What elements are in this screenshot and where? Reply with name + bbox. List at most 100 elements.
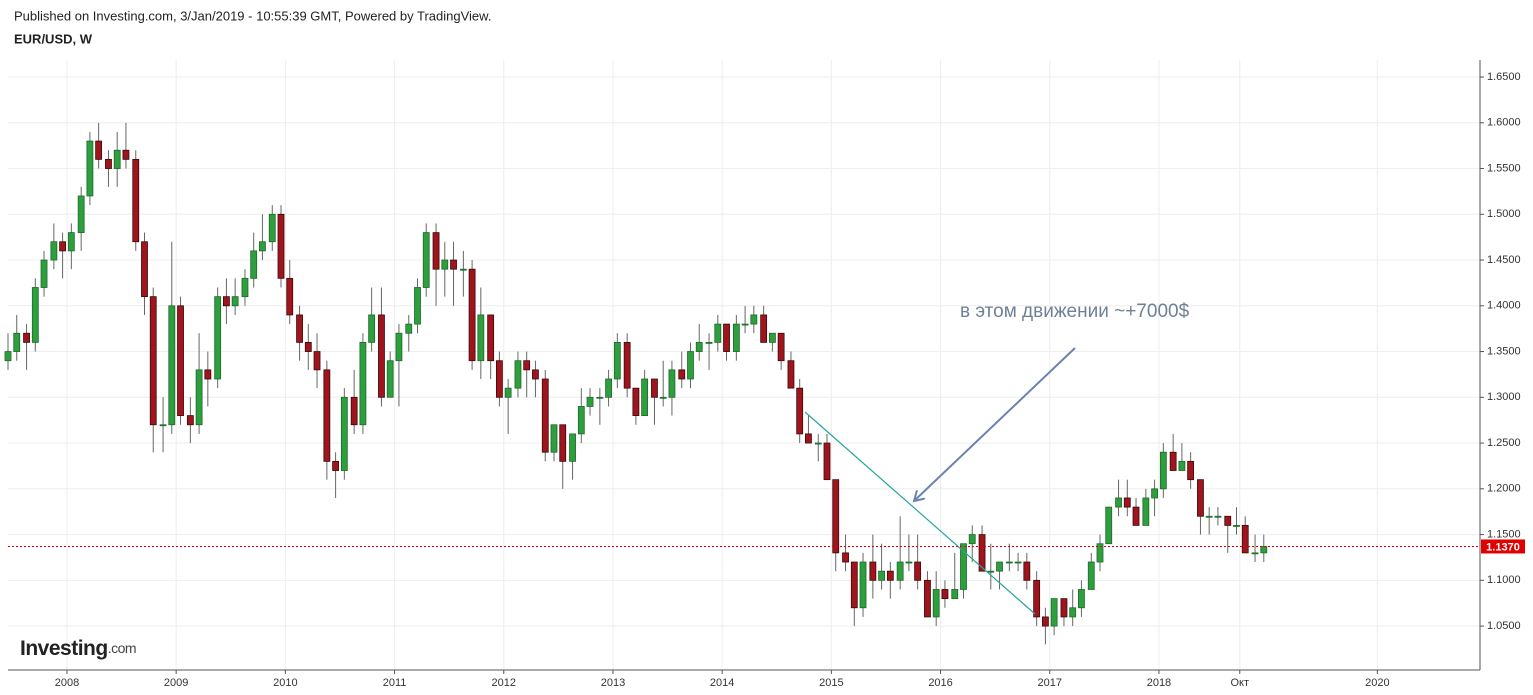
logo-suffix: .com xyxy=(108,640,136,656)
candle-body xyxy=(1096,543,1104,563)
candle-body xyxy=(678,369,686,380)
candle-body xyxy=(149,296,157,426)
candle-body xyxy=(222,296,230,307)
candle-body xyxy=(241,277,249,298)
candle-body xyxy=(487,314,495,362)
candle-body xyxy=(968,534,976,545)
candle-body xyxy=(905,561,913,564)
candle-body xyxy=(1041,616,1049,627)
candle-body xyxy=(695,341,703,352)
candle-body xyxy=(641,378,649,417)
x-tick-label: 2013 xyxy=(601,677,625,689)
candle-body xyxy=(378,314,385,398)
y-tick-label: 1.5500 xyxy=(1487,162,1521,174)
published-note: Published on Investing.com, 3/Jan/2019 -… xyxy=(14,8,491,23)
candle-body xyxy=(577,406,585,435)
current-price-label: 1.1370 xyxy=(1486,541,1520,553)
candle-body xyxy=(805,433,812,444)
candle-body xyxy=(1105,506,1113,545)
candle-body xyxy=(1132,506,1140,526)
candle-body xyxy=(286,277,294,316)
x-tick-label: 2010 xyxy=(273,677,297,689)
candle-body xyxy=(941,589,949,600)
y-tick-label: 1.6000 xyxy=(1487,117,1521,129)
candle-body xyxy=(67,232,75,252)
candle-body xyxy=(432,232,440,270)
candle-body xyxy=(477,314,485,362)
candle-body xyxy=(541,378,549,453)
candle-body xyxy=(823,442,831,481)
candle-body xyxy=(277,213,285,279)
y-tick-label: 1.1000 xyxy=(1487,574,1521,586)
candle-body xyxy=(632,387,640,417)
x-tick-label: 2014 xyxy=(710,677,734,689)
candle-body xyxy=(760,314,768,343)
candle-body xyxy=(332,460,339,471)
candle-body xyxy=(651,378,658,398)
candle-body xyxy=(869,561,877,581)
candle-body xyxy=(113,149,121,169)
candle-body xyxy=(896,561,904,581)
candle-body xyxy=(368,314,376,343)
y-tick-label: 1.1500 xyxy=(1487,528,1521,540)
candle-body xyxy=(40,259,48,288)
candle-body xyxy=(168,305,176,426)
candle-body xyxy=(268,213,276,243)
candle-body xyxy=(395,332,403,362)
logo: Investing.com xyxy=(20,637,136,660)
candle-body xyxy=(850,561,858,609)
candle-body xyxy=(787,360,795,389)
x-tick-label: 2012 xyxy=(492,677,516,689)
y-tick-label: 1.2500 xyxy=(1487,437,1521,449)
candle-body xyxy=(1014,561,1022,564)
candle-body xyxy=(886,570,894,581)
candle-body xyxy=(231,296,239,307)
candle-body xyxy=(1142,497,1150,526)
candle-body xyxy=(504,387,512,398)
candle-body xyxy=(814,442,822,445)
candle-body xyxy=(450,259,457,270)
candle-body xyxy=(13,332,21,352)
candle-body xyxy=(214,296,222,380)
candle-body xyxy=(296,314,303,343)
candle-body xyxy=(50,241,58,261)
candle-body xyxy=(659,396,667,399)
arrow xyxy=(914,347,1076,501)
candle-body xyxy=(796,387,804,435)
candle-body xyxy=(77,195,85,233)
candle-body xyxy=(613,341,621,380)
candle-body xyxy=(1187,460,1195,481)
candle-body xyxy=(1260,546,1268,554)
logo-main: Investing xyxy=(20,637,108,660)
candle-body xyxy=(605,378,612,398)
candle-body xyxy=(687,351,694,380)
candle-body xyxy=(668,369,676,398)
candle-body xyxy=(777,332,785,362)
candle-body xyxy=(313,351,321,371)
candle-body xyxy=(586,396,594,407)
candle-body xyxy=(31,287,39,343)
candle-body xyxy=(1178,460,1186,471)
x-tick-label: 2018 xyxy=(1147,677,1171,689)
candle-body xyxy=(59,241,66,252)
candle-body xyxy=(532,369,539,380)
x-tick-label: 2015 xyxy=(819,677,843,689)
candles xyxy=(4,122,1268,645)
y-tick-label: 1.5000 xyxy=(1487,208,1521,220)
y-tick-label: 1.2000 xyxy=(1487,483,1521,495)
candle-body xyxy=(559,424,567,462)
candle-body xyxy=(468,268,476,362)
candle-body xyxy=(1060,598,1068,618)
x-tick-label: 2008 xyxy=(55,677,79,689)
x-tick-label: 2016 xyxy=(928,677,952,689)
trend-line xyxy=(804,411,1036,615)
y-tick-label: 1.4000 xyxy=(1487,300,1521,312)
candle-body xyxy=(441,259,449,270)
candle-body xyxy=(987,570,995,573)
candle-body xyxy=(422,232,430,288)
candle-body xyxy=(878,570,885,581)
candle-body xyxy=(204,369,212,380)
candle-body xyxy=(741,323,749,326)
candle-body xyxy=(1233,525,1240,527)
candle-body xyxy=(705,341,713,344)
